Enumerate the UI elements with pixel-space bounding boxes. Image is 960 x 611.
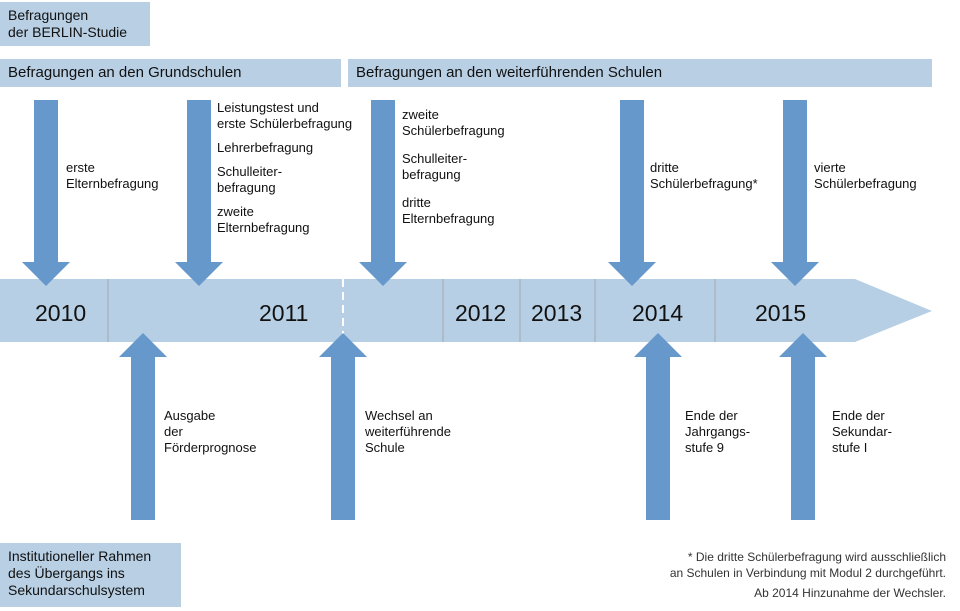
down-arrow <box>175 100 223 286</box>
year-label: 2010 <box>35 300 87 326</box>
event-label: Ende der Sekundar-stufe I <box>832 408 892 455</box>
year-label: 2012 <box>455 300 507 326</box>
event-label: Leistungstest und erste Schülerbefragung … <box>217 100 353 235</box>
title-line: der BERLIN-Studie <box>8 24 128 40</box>
down-arrow <box>359 100 407 286</box>
down-arrow <box>608 100 656 286</box>
event-label: erste Elternbefragung <box>66 160 159 191</box>
event-label: Ende der Jahrgangs-stufe 9 <box>685 408 751 455</box>
year-label: 2015 <box>755 300 807 326</box>
timeline-bar <box>0 279 932 342</box>
header-grundschulen: Befragungen an den Grundschulen <box>0 59 341 87</box>
year-label: 2011 <box>259 300 309 326</box>
up-arrow <box>319 333 367 520</box>
institutional-frame-box: Institutioneller Rahmen des Übergangs ins… <box>0 543 181 607</box>
year-label: 2014 <box>632 300 684 326</box>
footnote: * Die dritte Schülerbefragung wird aussc… <box>687 550 946 564</box>
up-arrow <box>119 333 167 520</box>
title-box: Befragungen der BERLIN-Studie <box>0 2 150 46</box>
footnote: an Schulen in Verbindung mit Modul 2 dur… <box>669 566 946 580</box>
event-label: Wechsel an weiterführende Schule <box>365 408 451 455</box>
up-arrow <box>779 333 827 520</box>
event-label: dritte Schülerbefragung* <box>650 160 758 191</box>
up-arrow <box>634 333 682 520</box>
event-label: vierte Schülerbefragung <box>814 160 917 191</box>
event-label: zweite Schülerbefragung Schulleiter-befra… <box>402 107 505 226</box>
down-arrow <box>771 100 819 286</box>
down-arrow <box>22 100 70 286</box>
title-line: Befragungen <box>8 7 89 23</box>
year-label: 2013 <box>531 300 583 326</box>
footnote: Ab 2014 Hinzunahme der Wechsler. <box>754 586 946 600</box>
event-label: Ausgabe der Förderprognose <box>164 408 257 455</box>
header-weiterfuehrende: Befragungen an den weiterführenden Schul… <box>348 59 932 87</box>
